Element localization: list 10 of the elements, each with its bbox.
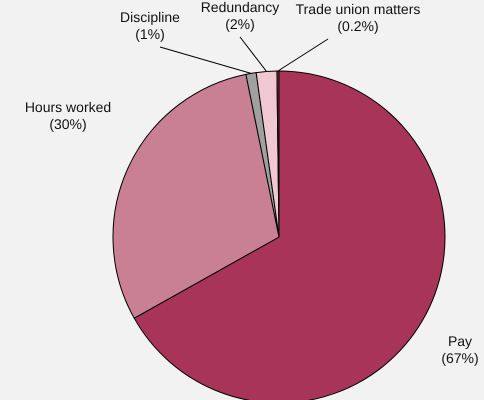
data-label: (0.2%): [337, 18, 379, 34]
data-label: (1%): [135, 26, 165, 42]
slice-label: Discipline: [120, 9, 180, 25]
slice-label: Redundancy: [200, 0, 280, 15]
data-label: (67%): [441, 350, 479, 366]
data-label: (30%): [49, 116, 87, 132]
slice-label: Hours worked: [24, 99, 112, 115]
slice-label: Trade union matters: [296, 1, 420, 17]
slice-label: Pay: [448, 333, 472, 349]
data-label: (2%): [225, 16, 255, 32]
